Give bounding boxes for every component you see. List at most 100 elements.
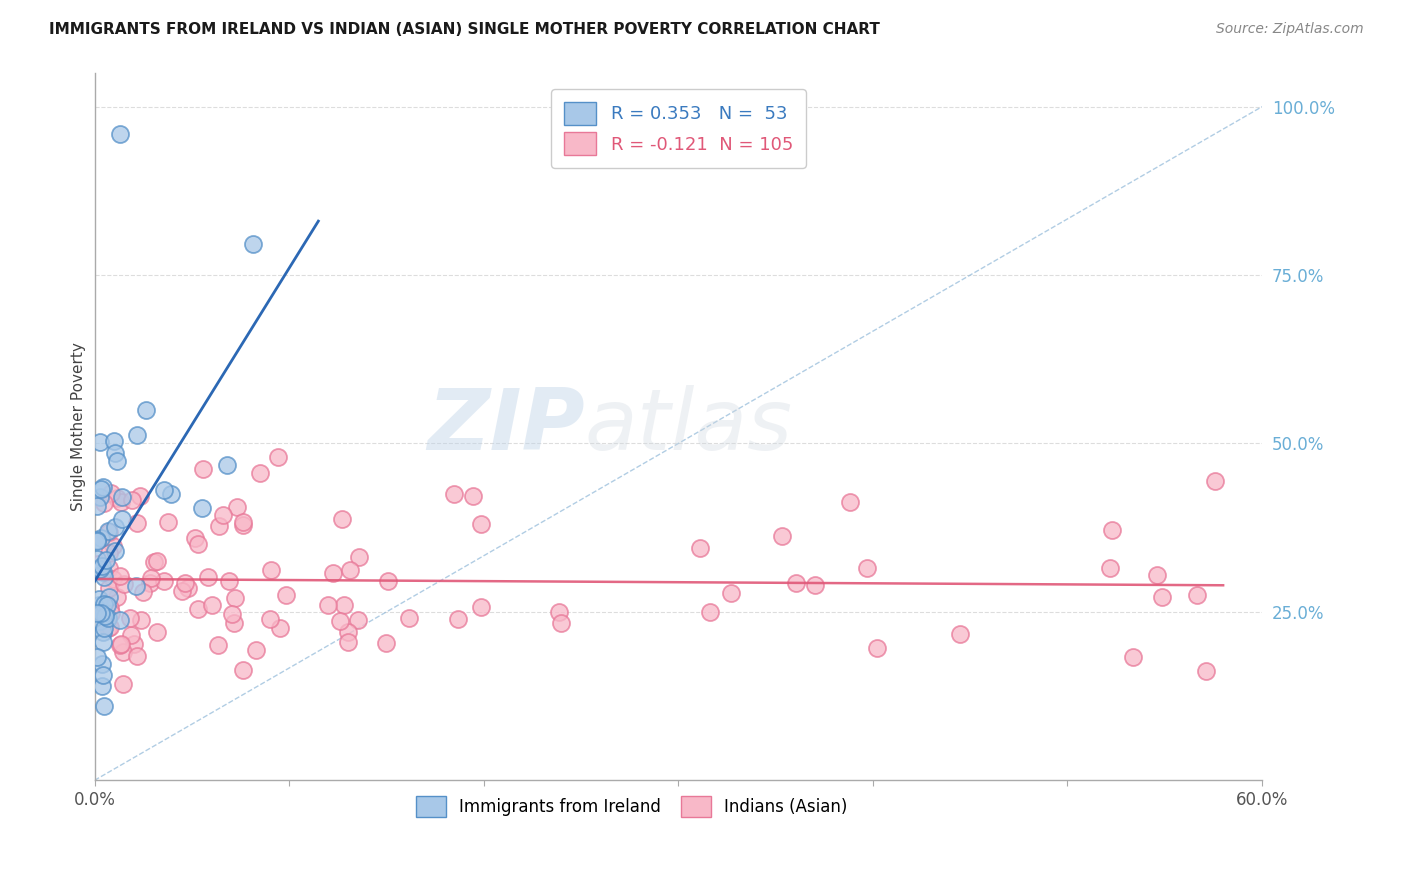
Indians (Asian) <box>87 565 110 579</box>
Indians (Asian) <box>329 615 352 629</box>
Indians (Asian) <box>208 519 231 533</box>
Indians (Asian) <box>173 576 195 591</box>
Immigrants from Ireland <box>108 613 131 627</box>
Immigrants from Ireland <box>125 428 148 442</box>
Indians (Asian) <box>93 496 115 510</box>
Indians (Asian) <box>197 570 219 584</box>
Immigrants from Ireland <box>104 520 127 534</box>
Indians (Asian) <box>105 590 128 604</box>
Indians (Asian) <box>839 495 862 509</box>
Indians (Asian) <box>259 612 281 626</box>
Indians (Asian) <box>232 663 254 677</box>
Immigrants from Ireland <box>97 611 120 625</box>
Indians (Asian) <box>550 616 572 631</box>
Indians (Asian) <box>699 605 721 619</box>
Indians (Asian) <box>170 584 193 599</box>
Indians (Asian) <box>347 613 370 627</box>
Indians (Asian) <box>103 539 125 553</box>
Indians (Asian) <box>949 627 972 641</box>
Indians (Asian) <box>177 581 200 595</box>
Indians (Asian) <box>105 491 128 505</box>
Immigrants from Ireland <box>217 458 239 472</box>
Indians (Asian) <box>121 493 143 508</box>
Immigrants from Ireland <box>93 698 115 713</box>
Indians (Asian) <box>470 599 492 614</box>
Indians (Asian) <box>232 517 254 532</box>
Indians (Asian) <box>339 563 361 577</box>
Immigrants from Ireland <box>93 569 115 583</box>
Immigrants from Ireland <box>91 624 114 639</box>
Indians (Asian) <box>108 569 131 583</box>
Immigrants from Ireland <box>103 446 125 460</box>
Immigrants from Ireland <box>87 592 110 607</box>
Immigrants from Ireland <box>86 606 108 620</box>
Indians (Asian) <box>547 605 569 619</box>
Immigrants from Ireland <box>104 543 127 558</box>
Indians (Asian) <box>111 645 134 659</box>
Indians (Asian) <box>1152 590 1174 604</box>
Indians (Asian) <box>1146 568 1168 582</box>
Indians (Asian) <box>100 607 122 621</box>
Indians (Asian) <box>98 581 121 595</box>
Immigrants from Ireland <box>86 533 108 548</box>
Immigrants from Ireland <box>108 127 131 141</box>
Indians (Asian) <box>156 515 179 529</box>
Indians (Asian) <box>187 602 209 616</box>
Indians (Asian) <box>336 625 359 640</box>
Immigrants from Ireland <box>91 565 114 579</box>
Immigrants from Ireland <box>86 552 108 566</box>
Immigrants from Ireland <box>93 621 115 635</box>
Indians (Asian) <box>866 641 889 656</box>
Indians (Asian) <box>101 572 124 586</box>
Immigrants from Ireland <box>87 562 110 576</box>
Immigrants from Ireland <box>87 598 110 612</box>
Indians (Asian) <box>110 494 132 508</box>
Indians (Asian) <box>212 508 235 523</box>
Immigrants from Ireland <box>90 531 112 545</box>
Indians (Asian) <box>87 557 110 571</box>
Indians (Asian) <box>224 616 246 631</box>
Indians (Asian) <box>470 517 492 532</box>
Immigrants from Ireland <box>160 487 183 501</box>
Immigrants from Ireland <box>90 606 112 620</box>
Immigrants from Ireland <box>153 483 176 497</box>
Indians (Asian) <box>249 466 271 480</box>
Immigrants from Ireland <box>242 236 264 251</box>
Immigrants from Ireland <box>86 534 108 549</box>
Text: IMMIGRANTS FROM IRELAND VS INDIAN (ASIAN) SINGLE MOTHER POVERTY CORRELATION CHAR: IMMIGRANTS FROM IRELAND VS INDIAN (ASIAN… <box>49 22 880 37</box>
Indians (Asian) <box>96 621 118 635</box>
Indians (Asian) <box>218 574 240 588</box>
Immigrants from Ireland <box>97 524 120 538</box>
Immigrants from Ireland <box>111 490 134 504</box>
Indians (Asian) <box>120 628 142 642</box>
Indians (Asian) <box>207 638 229 652</box>
Indians (Asian) <box>232 515 254 529</box>
Indians (Asian) <box>375 636 398 650</box>
Indians (Asian) <box>785 576 807 591</box>
Immigrants from Ireland <box>135 403 157 417</box>
Indians (Asian) <box>98 619 121 633</box>
Indians (Asian) <box>1204 474 1226 488</box>
Immigrants from Ireland <box>89 435 111 450</box>
Indians (Asian) <box>803 578 825 592</box>
Immigrants from Ireland <box>91 480 114 494</box>
Indians (Asian) <box>377 574 399 588</box>
Indians (Asian) <box>1101 524 1123 538</box>
Indians (Asian) <box>337 635 360 649</box>
Indians (Asian) <box>129 489 152 503</box>
Indians (Asian) <box>118 611 141 625</box>
Indians (Asian) <box>100 600 122 615</box>
Indians (Asian) <box>201 598 224 612</box>
Indians (Asian) <box>110 638 132 652</box>
Indians (Asian) <box>153 574 176 588</box>
Immigrants from Ireland <box>91 559 114 574</box>
Immigrants from Ireland <box>91 607 114 621</box>
Immigrants from Ireland <box>90 657 112 671</box>
Immigrants from Ireland <box>103 434 125 448</box>
Immigrants from Ireland <box>105 454 128 468</box>
Indians (Asian) <box>443 487 465 501</box>
Immigrants from Ireland <box>89 614 111 628</box>
Indians (Asian) <box>322 566 344 581</box>
Immigrants from Ireland <box>89 562 111 576</box>
Indians (Asian) <box>122 637 145 651</box>
